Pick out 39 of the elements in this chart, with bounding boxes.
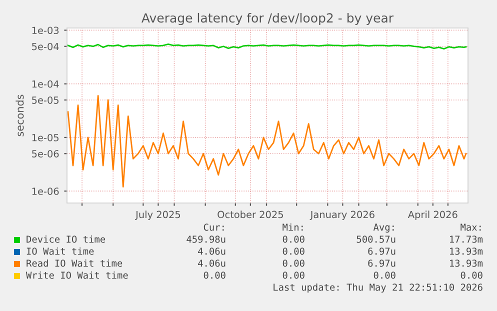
text: 13.93m xyxy=(450,248,483,255)
y-tick-label: 1e-03 xyxy=(32,26,59,34)
text: 0.00 xyxy=(204,272,226,279)
legend-label: IO Wait time xyxy=(26,247,94,255)
text: 0.00 xyxy=(282,248,304,255)
x-tick-label: October 2025 xyxy=(218,210,283,218)
text: Min: xyxy=(282,223,303,231)
text: 459.98u xyxy=(186,236,226,243)
line-series xyxy=(67,95,467,188)
text: 4.06u xyxy=(198,248,226,255)
text: 0.00 xyxy=(374,272,396,279)
x-tick-label: April 2026 xyxy=(408,210,458,220)
text: 4.06u xyxy=(198,260,226,267)
text: 500.57u xyxy=(356,236,396,243)
legend-label: Read IO Wait time xyxy=(26,259,122,267)
y-axis-title: seconds xyxy=(16,94,24,136)
text: 6.97u xyxy=(368,260,396,267)
text: Cur: xyxy=(204,224,224,231)
text: 0.00 xyxy=(282,260,304,267)
y-tick-label: 1e-04 xyxy=(32,80,59,88)
text: 6.97u xyxy=(368,248,396,255)
x-tick-label: January 2026 xyxy=(310,210,374,220)
y-tick-label: 5e-06 xyxy=(32,150,59,158)
text: 0.00 xyxy=(460,272,482,279)
y-tick-label: 1e-05 xyxy=(32,134,59,142)
y-tick-label: 5e-05 xyxy=(32,96,59,104)
y-tick-label: 5e-04 xyxy=(32,42,59,50)
text: Max: xyxy=(460,224,481,231)
text: Avg: xyxy=(373,224,394,233)
y-tick-label: 1e-06 xyxy=(32,188,59,195)
text: 17.73m xyxy=(450,236,483,243)
x-tick-label: July 2025 xyxy=(135,210,180,220)
text: 0.00 xyxy=(282,236,304,243)
text: Last update: Thu May 21 22:51:10 2026 xyxy=(274,283,482,293)
legend-label: Write IO Wait time xyxy=(26,271,128,279)
text: 13.93m xyxy=(450,260,483,267)
legend-label: Device IO time xyxy=(26,235,106,243)
text: 0.00 xyxy=(282,272,304,279)
chart-title: Average latency for /dev/loop2 - by year xyxy=(142,12,394,26)
